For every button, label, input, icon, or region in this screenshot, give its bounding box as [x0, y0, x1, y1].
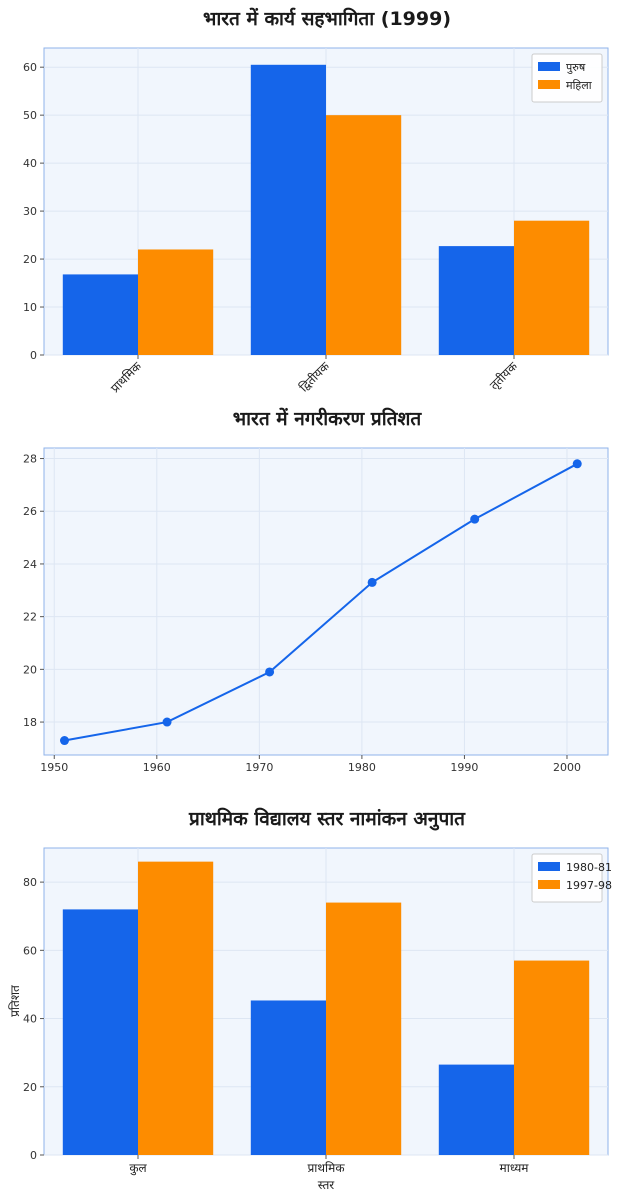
y-tick-label: 40	[23, 157, 37, 170]
chart-title: भारत में नगरीकरण प्रतिशत	[233, 407, 423, 430]
x-category-label: तृतीयक	[487, 359, 521, 393]
bar	[62, 909, 138, 1155]
y-tick-label: 0	[30, 1149, 37, 1162]
y-tick-label: 20	[23, 663, 37, 676]
x-tick-label: 1960	[143, 761, 171, 774]
data-point	[265, 667, 275, 677]
y-tick-label: 60	[23, 61, 37, 74]
x-category-label: द्वितीयक	[297, 359, 333, 395]
x-tick-label: 1990	[450, 761, 478, 774]
x-axis-label: स्तर	[318, 1178, 336, 1192]
x-category-label: कुल	[129, 1161, 147, 1176]
y-tick-label: 18	[23, 716, 37, 729]
bar	[250, 64, 326, 355]
y-tick-label: 26	[23, 505, 37, 518]
x-category-label: प्राथमिक	[108, 359, 145, 396]
data-point	[572, 459, 582, 469]
bar	[62, 274, 138, 355]
legend-swatch	[538, 62, 560, 71]
legend-label: 1997-98	[566, 879, 612, 892]
y-tick-label: 28	[23, 453, 37, 466]
plot-area	[43, 447, 609, 756]
legend-label: 1980-81	[566, 861, 612, 874]
legend-label: पुरुष	[566, 61, 586, 74]
y-tick-label: 0	[30, 349, 37, 362]
bar	[514, 960, 590, 1155]
legend: 1980-81 1997-98	[531, 853, 612, 903]
y-tick-label: 20	[23, 1081, 37, 1094]
legend-swatch	[538, 80, 560, 89]
y-tick-label: 80	[23, 876, 37, 889]
data-point	[367, 577, 377, 587]
legend-label: महिला	[566, 79, 592, 92]
y-tick-label: 60	[23, 944, 37, 957]
x-category-label: प्राथमिक	[307, 1161, 345, 1175]
legend: पुरुष महिला	[531, 53, 603, 103]
y-tick-label: 30	[23, 205, 37, 218]
y-tick-label: 22	[23, 611, 37, 624]
bar	[250, 1000, 326, 1155]
y-axis-label: प्रतिशत	[8, 984, 22, 1017]
y-tick-label: 24	[23, 558, 37, 571]
chart-title: भारत में कार्य सहभागिता (1999)	[203, 7, 451, 30]
bar	[138, 861, 214, 1155]
chart-title: प्राथमिक विद्यालय स्तर नामांकन अनुपात	[188, 807, 466, 831]
bar	[326, 902, 402, 1155]
x-tick-label: 1980	[348, 761, 376, 774]
data-point	[470, 514, 480, 524]
bar	[514, 220, 590, 355]
y-tick-label: 50	[23, 109, 37, 122]
x-tick-label: 1950	[40, 761, 68, 774]
chart-work-participation: भारत में कार्य सहभागिता (1999) 0 10 20 30 40…	[23, 7, 609, 396]
x-category-label: माध्यम	[500, 1161, 530, 1175]
x-tick-label: 2000	[553, 761, 581, 774]
y-tick-label: 10	[23, 301, 37, 314]
bar	[438, 1064, 514, 1155]
bar	[138, 249, 214, 355]
y-tick-label: 20	[23, 253, 37, 266]
legend-swatch	[538, 880, 560, 889]
legend-swatch	[538, 862, 560, 871]
y-tick-label: 40	[23, 1013, 37, 1026]
data-point	[60, 736, 70, 746]
bar	[326, 115, 402, 355]
x-tick-label: 1970	[245, 761, 273, 774]
chart-urbanisation: भारत में नगरीकरण प्रतिशत 18 20 22 24 26 28 195…	[23, 407, 609, 774]
bar	[438, 246, 514, 355]
series-line	[64, 462, 578, 742]
chart-enrolment-ratio: प्राथमिक विद्यालय स्तर नामांकन अनुपात 0 2…	[8, 807, 612, 1192]
data-point	[162, 717, 172, 727]
